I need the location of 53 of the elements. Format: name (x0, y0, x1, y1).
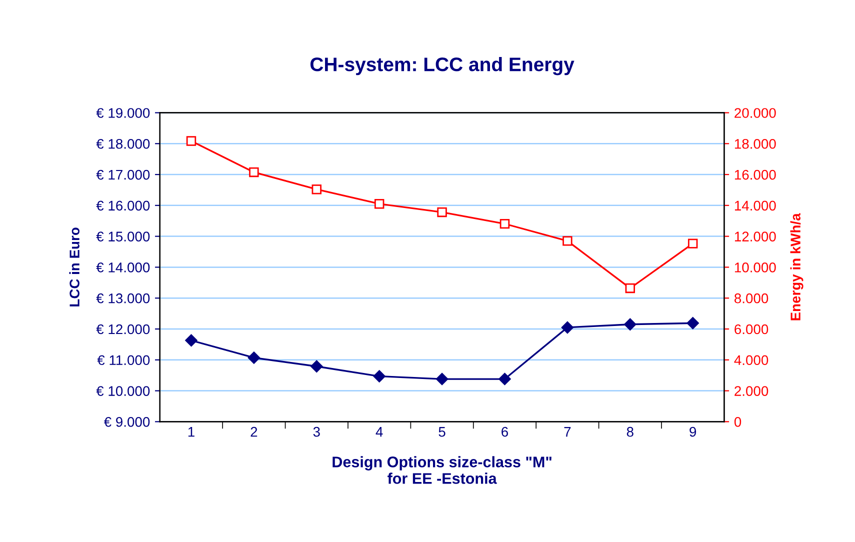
y2-tick-label: 2.000 (734, 386, 768, 396)
point (437, 207, 447, 218)
y2-tick-label: 18.000 (734, 138, 776, 149)
x-tick-label: 7 (564, 427, 571, 437)
point (562, 236, 572, 246)
point (310, 360, 323, 372)
chart-title: CH-system: LCC and Energy (310, 56, 574, 76)
y2-tick-label: 6.000 (734, 324, 768, 334)
x-tick-label: 6 (502, 426, 508, 437)
point (374, 199, 384, 209)
y2-tick-label: 8.000 (734, 293, 768, 304)
point (624, 318, 636, 330)
point (686, 317, 699, 330)
x-tick-label: 9 (690, 426, 696, 437)
y-tick-label: € 16.000 (96, 200, 150, 211)
point (373, 370, 386, 382)
x-tick-label: 2 (250, 426, 258, 437)
x-tick-label: 8 (626, 426, 634, 437)
point (185, 334, 198, 347)
y2-axis-title: Energy in kWh/a (790, 213, 804, 320)
y-axis-title: LCC in Euro (69, 228, 80, 306)
point (436, 372, 448, 386)
x-axis-title: Design Options size-class "M" for EE -Estonia (332, 456, 552, 484)
y2-tick-label: 16.000 (734, 170, 776, 180)
y-tick-label: € 17.000 (96, 170, 150, 180)
y-tick-label: € 12.000 (96, 324, 150, 334)
point (498, 372, 511, 386)
point (561, 321, 574, 334)
y2-tick-label: 0 (734, 417, 742, 427)
y-tick-label: € 18.000 (96, 138, 150, 149)
point (625, 283, 635, 294)
point (312, 184, 322, 194)
y2-tick-label: 10.000 (734, 262, 776, 272)
y-tick-label: € 15.000 (96, 232, 150, 242)
x-tick-label: 5 (438, 427, 446, 437)
point (688, 238, 698, 248)
point (249, 167, 259, 178)
y-tick-label: € 9.000 (104, 417, 150, 427)
y-tick-label: € 10.000 (96, 386, 150, 396)
y-tick-label: € 19.000 (96, 108, 150, 118)
y-tick-label: € 14.000 (96, 262, 150, 272)
x-tick-label: 4 (376, 427, 383, 437)
point (500, 218, 510, 229)
y2-tick-label: 12.000 (734, 232, 776, 242)
y-tick-label: € 11.000 (97, 355, 150, 366)
y-tick-label: € 13.000 (96, 293, 150, 304)
x-tick-label: 3 (313, 426, 320, 437)
point (248, 352, 260, 364)
y2-tick-label: 20.000 (734, 108, 776, 118)
y2-tick-label: 14.000 (734, 200, 776, 211)
x-tick-label: 1 (188, 427, 194, 437)
point (186, 136, 196, 146)
y2-tick-label: 4.000 (734, 355, 768, 366)
